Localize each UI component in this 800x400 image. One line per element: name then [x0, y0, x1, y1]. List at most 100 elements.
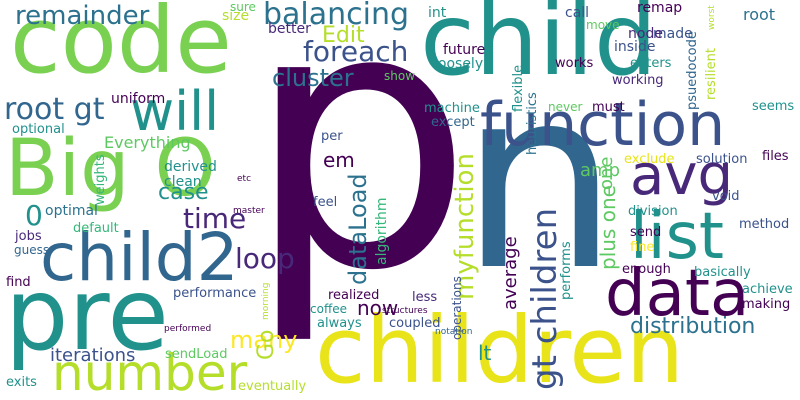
word-derived: derived	[164, 159, 217, 175]
word-except: except	[431, 115, 475, 130]
word-operations: morning	[261, 282, 271, 320]
word-solution: solution	[696, 152, 748, 167]
word-send: send	[630, 225, 662, 240]
word-inside: inside	[614, 39, 656, 55]
word-lt: lt	[478, 341, 492, 365]
word-edit: Edit	[322, 23, 365, 48]
word-clean: clean	[164, 174, 202, 190]
word-optimal: optimal	[45, 203, 98, 219]
word-iterations: iterations	[50, 345, 136, 366]
word-find: find	[6, 275, 31, 290]
word-seems: seems	[752, 99, 795, 114]
word-one: one	[596, 156, 617, 191]
word-weights: weights	[93, 154, 108, 205]
word-performs: performs	[559, 241, 574, 300]
word-function: function	[480, 90, 726, 160]
word-data: data	[605, 257, 750, 331]
word-zero: 0	[25, 199, 43, 232]
word-children: children	[315, 297, 685, 400]
word-eventually: eventually	[238, 379, 307, 394]
word-notation: notation	[435, 327, 473, 337]
word-enough: enough	[622, 262, 671, 277]
word-now: now	[357, 296, 399, 320]
word-always: always	[317, 316, 362, 331]
word-algorithm: algorithm	[374, 197, 390, 265]
word-must: must	[592, 100, 625, 115]
word-guess: guess	[14, 243, 50, 257]
word-exclude: exclude	[624, 152, 675, 167]
word-foreach: foreach	[303, 35, 409, 68]
word-em: em	[323, 148, 355, 172]
word-resilient: resilient	[704, 48, 719, 100]
word-psuedocode: psuedocode	[685, 31, 700, 110]
word-int: int	[428, 5, 447, 21]
word-amp: amp	[580, 160, 620, 181]
word-jobs: jobs	[15, 229, 42, 244]
word-balancing: balancing	[263, 0, 410, 32]
word-exits: exits	[6, 375, 37, 390]
word-number: number	[52, 344, 248, 400]
word-node: node	[628, 26, 663, 42]
word-per: per	[321, 129, 343, 144]
word-cluster: cluster	[272, 64, 354, 92]
word-big-o: Big O	[5, 124, 216, 214]
word-code: code	[10, 0, 232, 94]
word-method: method	[739, 217, 790, 232]
word-less: less	[412, 290, 438, 305]
word-n: n	[460, 34, 619, 325]
word-machine: machine	[424, 101, 480, 116]
word-many: many	[230, 326, 298, 354]
word-feel: feel	[313, 195, 338, 210]
word-case: case	[158, 180, 209, 205]
word-performance: performance	[173, 286, 257, 301]
word-realized: realized	[328, 288, 380, 303]
word-avg: avg	[630, 143, 734, 208]
word-remainder: remainder	[15, 1, 150, 31]
word-go: Go	[254, 329, 279, 360]
word-structures: structures	[382, 306, 428, 316]
word-uniform: uniform	[111, 91, 166, 107]
word-default: default	[73, 221, 119, 236]
word-achieve: achieve	[742, 282, 793, 297]
word-optional: optional	[12, 122, 65, 137]
word-flexible: flexible	[511, 64, 526, 112]
word-remap: remap	[637, 0, 683, 16]
word-void: void	[712, 189, 740, 204]
word-heuristics: heuristics	[525, 92, 540, 155]
word-sendload: sendLoad	[165, 347, 228, 362]
word-p: p	[245, 0, 474, 349]
word-distribution: distribution	[630, 314, 756, 339]
word-pre: pre	[5, 256, 169, 373]
word-made: made	[653, 26, 693, 42]
word-everything: Everything	[104, 133, 191, 152]
word-coupled: coupled	[389, 316, 441, 331]
word-root: root	[743, 5, 776, 24]
word-better: better	[268, 21, 311, 37]
word-call: call	[565, 5, 590, 21]
word-gt-children: gt children	[525, 207, 565, 390]
word-master: master	[233, 206, 265, 216]
word-working: working	[612, 73, 664, 88]
word-works: works	[555, 56, 594, 71]
word-performed: performed	[164, 324, 212, 334]
word-child: child	[420, 0, 658, 98]
word-dataload: dataLoad	[344, 173, 372, 285]
word-enters: enters	[630, 56, 672, 71]
word-will: will	[130, 80, 220, 143]
word-never: never	[548, 100, 583, 114]
word-average: average	[500, 236, 521, 310]
word-files: files	[762, 149, 789, 164]
word-worst: worst	[707, 5, 717, 30]
word-show: show	[384, 69, 416, 83]
word-root-gt: root gt	[4, 92, 105, 127]
word-etc: etc	[237, 174, 252, 184]
word-division: division	[628, 204, 678, 219]
word-morning: operations	[450, 276, 464, 340]
word-plus-one: plus one	[596, 185, 620, 270]
word-list: list	[630, 200, 724, 274]
word-loop: loop	[235, 242, 295, 275]
word-child2: child2	[40, 219, 239, 296]
word-coffee: coffee	[310, 302, 347, 316]
word-time: time	[183, 202, 247, 235]
